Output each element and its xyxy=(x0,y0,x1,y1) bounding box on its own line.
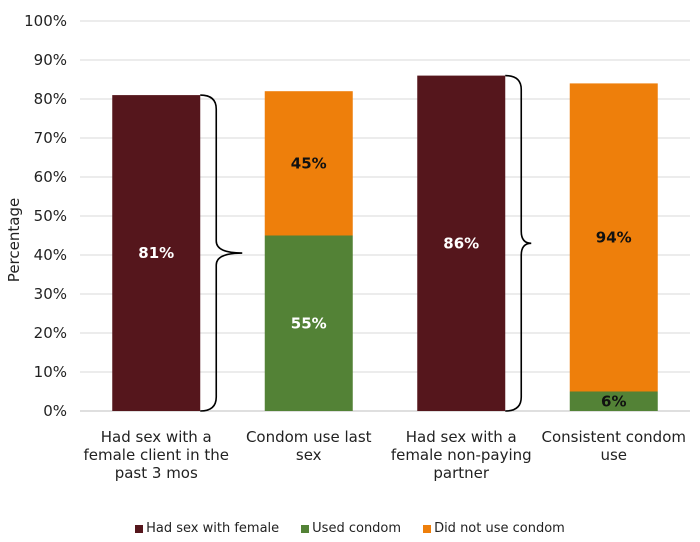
bars: 81% 55% 45% 86% 6% 94% xyxy=(112,75,658,411)
legend-swatch xyxy=(135,524,144,533)
bar-segment xyxy=(569,391,658,411)
data-label: 81% xyxy=(138,244,174,262)
legend-item: Did not use condom xyxy=(423,521,565,536)
legend: Had sex with female Used condom Did not us… xyxy=(0,521,700,536)
x-tick-label: Had sex with a female non-paying partner xyxy=(391,428,532,482)
bar-chart: 0% 10% 20% 30% 40% 50% 60% 70% 80% 90% 100% Percen… xyxy=(5,12,690,482)
data-label: 6% xyxy=(601,392,626,410)
y-tick-label: 30% xyxy=(34,285,67,303)
y-tick-label: 20% xyxy=(34,324,67,342)
bar-segment xyxy=(264,235,353,411)
y-tick-label: 40% xyxy=(34,246,67,264)
data-label: 86% xyxy=(443,234,479,252)
y-axis: 0% 10% 20% 30% 40% 50% 60% 70% 80% 90% 100% xyxy=(24,12,67,420)
braces xyxy=(200,74,532,412)
legend-swatch xyxy=(301,524,310,533)
y-tick-label: 0% xyxy=(43,402,67,420)
bar-segment xyxy=(569,83,658,392)
x-tick-label: Condom use last sex xyxy=(246,428,372,464)
legend-item: Used condom xyxy=(301,521,401,536)
bar-segment xyxy=(264,91,353,236)
data-label: 45% xyxy=(291,154,327,172)
bar-segment xyxy=(112,95,201,411)
legend-label: Did not use condom xyxy=(434,521,565,536)
y-tick-label: 70% xyxy=(34,129,67,147)
y-tick-label: 60% xyxy=(34,168,67,186)
y-tick-label: 90% xyxy=(34,51,67,69)
legend-item: Had sex with female xyxy=(135,521,279,536)
y-tick-label: 100% xyxy=(24,12,67,30)
data-label: 55% xyxy=(291,314,327,332)
legend-swatch xyxy=(423,524,432,533)
y-tick-label: 50% xyxy=(34,207,67,225)
brace xyxy=(200,94,243,412)
y-tick-label: 80% xyxy=(34,90,67,108)
data-label: 94% xyxy=(596,228,632,246)
x-tick-label: Had sex with a female client in the past 3… xyxy=(83,428,229,482)
bar-segment xyxy=(417,75,506,411)
legend-label: Used condom xyxy=(312,521,402,536)
x-axis: Had sex with a female client in the past 3… xyxy=(83,428,685,482)
brace xyxy=(505,74,532,412)
y-tick-label: 10% xyxy=(34,363,67,381)
y-axis-label: Percentage xyxy=(5,198,23,282)
legend-label: Had sex with female xyxy=(146,521,280,536)
x-tick-label: Consistent condom use xyxy=(542,428,686,464)
